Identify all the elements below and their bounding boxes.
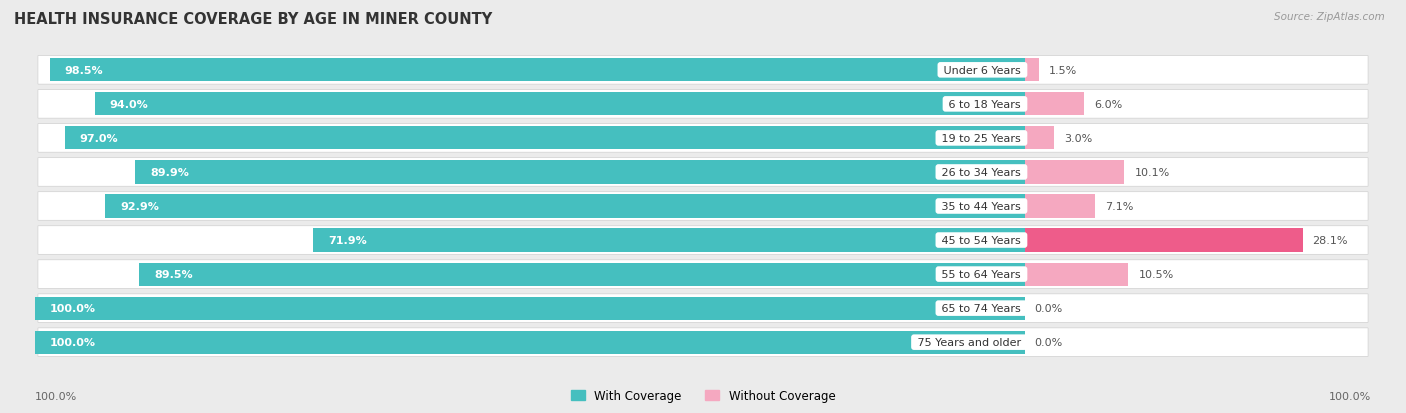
Bar: [314, 229, 1025, 252]
Text: 35 to 44 Years: 35 to 44 Years: [938, 202, 1025, 211]
Text: 75 Years and older: 75 Years and older: [914, 337, 1025, 347]
FancyBboxPatch shape: [38, 124, 1368, 153]
Text: 94.0%: 94.0%: [110, 100, 148, 109]
FancyBboxPatch shape: [38, 260, 1368, 289]
Bar: [1025, 229, 1302, 252]
Text: 45 to 54 Years: 45 to 54 Years: [938, 235, 1025, 245]
Text: 7.1%: 7.1%: [1105, 202, 1133, 211]
Bar: [1025, 59, 1039, 82]
Text: 97.0%: 97.0%: [80, 133, 118, 144]
Bar: [1025, 161, 1125, 184]
Text: 100.0%: 100.0%: [1329, 391, 1371, 401]
Bar: [135, 161, 1025, 184]
Text: 89.9%: 89.9%: [150, 168, 188, 178]
Text: 26 to 34 Years: 26 to 34 Years: [938, 168, 1025, 178]
FancyBboxPatch shape: [38, 328, 1368, 356]
Text: 98.5%: 98.5%: [65, 66, 104, 76]
Text: 19 to 25 Years: 19 to 25 Years: [938, 133, 1025, 144]
Text: 10.1%: 10.1%: [1135, 168, 1170, 178]
Legend: With Coverage, Without Coverage: With Coverage, Without Coverage: [571, 389, 835, 402]
FancyBboxPatch shape: [38, 158, 1368, 187]
Text: HEALTH INSURANCE COVERAGE BY AGE IN MINER COUNTY: HEALTH INSURANCE COVERAGE BY AGE IN MINE…: [14, 12, 492, 27]
FancyBboxPatch shape: [38, 226, 1368, 255]
Text: 6.0%: 6.0%: [1094, 100, 1122, 109]
Bar: [1025, 263, 1129, 286]
Text: 10.5%: 10.5%: [1139, 269, 1174, 280]
Text: 28.1%: 28.1%: [1312, 235, 1348, 245]
FancyBboxPatch shape: [38, 192, 1368, 221]
Bar: [35, 297, 1025, 320]
FancyBboxPatch shape: [38, 90, 1368, 119]
Text: 100.0%: 100.0%: [35, 391, 77, 401]
Text: 65 to 74 Years: 65 to 74 Years: [938, 304, 1025, 313]
Text: Source: ZipAtlas.com: Source: ZipAtlas.com: [1274, 12, 1385, 22]
Text: 0.0%: 0.0%: [1035, 337, 1063, 347]
Text: Under 6 Years: Under 6 Years: [941, 66, 1025, 76]
Text: 3.0%: 3.0%: [1064, 133, 1092, 144]
Text: 92.9%: 92.9%: [121, 202, 159, 211]
Bar: [1025, 127, 1054, 150]
Bar: [65, 127, 1025, 150]
FancyBboxPatch shape: [38, 57, 1368, 85]
Bar: [35, 331, 1025, 354]
Bar: [1025, 93, 1084, 116]
FancyBboxPatch shape: [38, 294, 1368, 323]
Text: 89.5%: 89.5%: [153, 269, 193, 280]
Text: 100.0%: 100.0%: [51, 337, 96, 347]
Text: 6 to 18 Years: 6 to 18 Years: [945, 100, 1025, 109]
Text: 71.9%: 71.9%: [328, 235, 367, 245]
Text: 55 to 64 Years: 55 to 64 Years: [938, 269, 1025, 280]
Bar: [105, 195, 1025, 218]
Text: 100.0%: 100.0%: [51, 304, 96, 313]
Text: 1.5%: 1.5%: [1049, 66, 1077, 76]
Text: 0.0%: 0.0%: [1035, 304, 1063, 313]
Bar: [51, 59, 1025, 82]
Bar: [1025, 195, 1095, 218]
Bar: [139, 263, 1025, 286]
Bar: [94, 93, 1025, 116]
